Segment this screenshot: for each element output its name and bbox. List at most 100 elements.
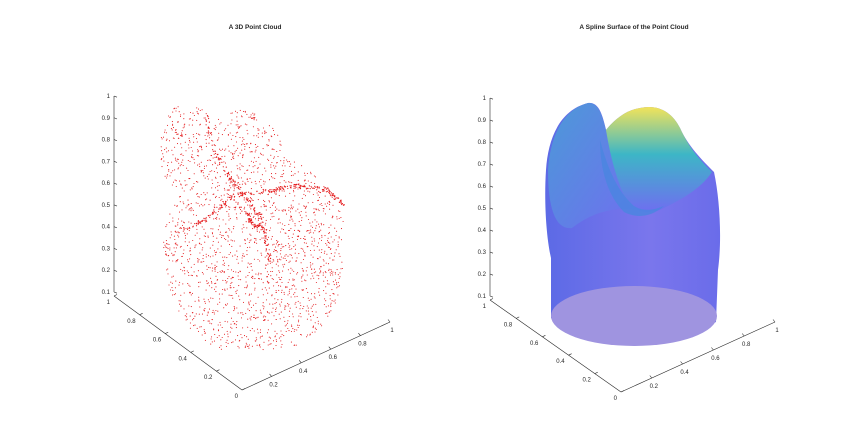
point	[302, 237, 305, 240]
point	[306, 266, 308, 268]
point	[212, 267, 214, 269]
point	[288, 330, 290, 332]
point	[223, 161, 225, 163]
point	[197, 223, 199, 225]
point	[243, 208, 245, 210]
point	[326, 253, 328, 255]
point	[204, 194, 206, 196]
point	[290, 215, 292, 217]
point	[274, 246, 277, 248]
point	[322, 259, 324, 261]
point	[233, 180, 235, 182]
point	[280, 250, 282, 252]
point	[224, 288, 226, 290]
point	[249, 240, 251, 242]
point	[258, 156, 260, 158]
point	[283, 291, 285, 293]
point	[240, 195, 242, 197]
point	[259, 329, 262, 331]
point	[200, 261, 202, 263]
point	[171, 149, 173, 151]
point	[315, 225, 317, 227]
point	[242, 154, 244, 156]
point	[257, 316, 259, 318]
point	[270, 191, 273, 193]
point	[304, 179, 306, 181]
z-tick-label: 0.8	[478, 140, 487, 146]
point	[189, 327, 191, 329]
point	[184, 241, 186, 243]
point	[310, 319, 312, 321]
point	[284, 195, 287, 197]
point	[207, 126, 209, 128]
point	[289, 260, 291, 262]
z-tick-mark	[489, 229, 494, 232]
point	[214, 161, 216, 163]
point	[291, 248, 293, 250]
point	[235, 206, 237, 208]
point	[188, 137, 190, 139]
point	[205, 216, 207, 218]
z-tick-mark	[489, 273, 494, 276]
point	[257, 167, 259, 169]
point	[278, 258, 281, 260]
point	[188, 118, 190, 120]
point	[301, 280, 303, 282]
point	[227, 240, 229, 242]
point	[248, 214, 250, 216]
point	[273, 156, 275, 158]
point	[197, 330, 200, 332]
point	[278, 276, 280, 279]
point	[314, 219, 316, 221]
point	[312, 256, 314, 258]
point	[202, 169, 204, 172]
y-tick-mark	[542, 335, 546, 338]
point	[307, 187, 309, 190]
x-tick-label: 0.4	[680, 370, 689, 376]
point	[255, 149, 257, 151]
point	[310, 316, 312, 318]
point	[217, 303, 219, 305]
point	[216, 172, 218, 174]
point	[168, 115, 170, 117]
point	[175, 131, 177, 133]
point	[341, 203, 343, 205]
point	[314, 185, 316, 187]
point	[310, 171, 312, 173]
point	[232, 134, 234, 137]
point	[320, 224, 323, 226]
point	[213, 153, 215, 155]
point	[181, 135, 184, 137]
point	[281, 281, 283, 284]
point	[236, 187, 238, 189]
point	[297, 326, 299, 329]
point	[258, 192, 260, 194]
y-tick-label: 0.2	[582, 378, 591, 384]
point	[249, 204, 251, 206]
point	[177, 234, 179, 236]
point	[187, 199, 189, 201]
point	[271, 270, 273, 273]
point	[291, 182, 293, 184]
point	[290, 170, 293, 172]
point	[174, 131, 176, 133]
point	[269, 227, 272, 229]
point	[244, 346, 246, 348]
point	[247, 204, 249, 206]
point	[257, 133, 259, 135]
point	[282, 264, 284, 266]
point	[314, 297, 316, 299]
point	[200, 203, 202, 205]
point	[281, 276, 283, 278]
point	[308, 230, 310, 232]
point	[253, 223, 255, 225]
point	[198, 196, 200, 198]
point	[168, 243, 170, 246]
point	[219, 207, 221, 209]
point	[313, 175, 315, 177]
point	[165, 246, 167, 248]
point	[251, 221, 253, 223]
point	[255, 318, 257, 320]
point	[228, 311, 230, 314]
point	[241, 183, 243, 185]
